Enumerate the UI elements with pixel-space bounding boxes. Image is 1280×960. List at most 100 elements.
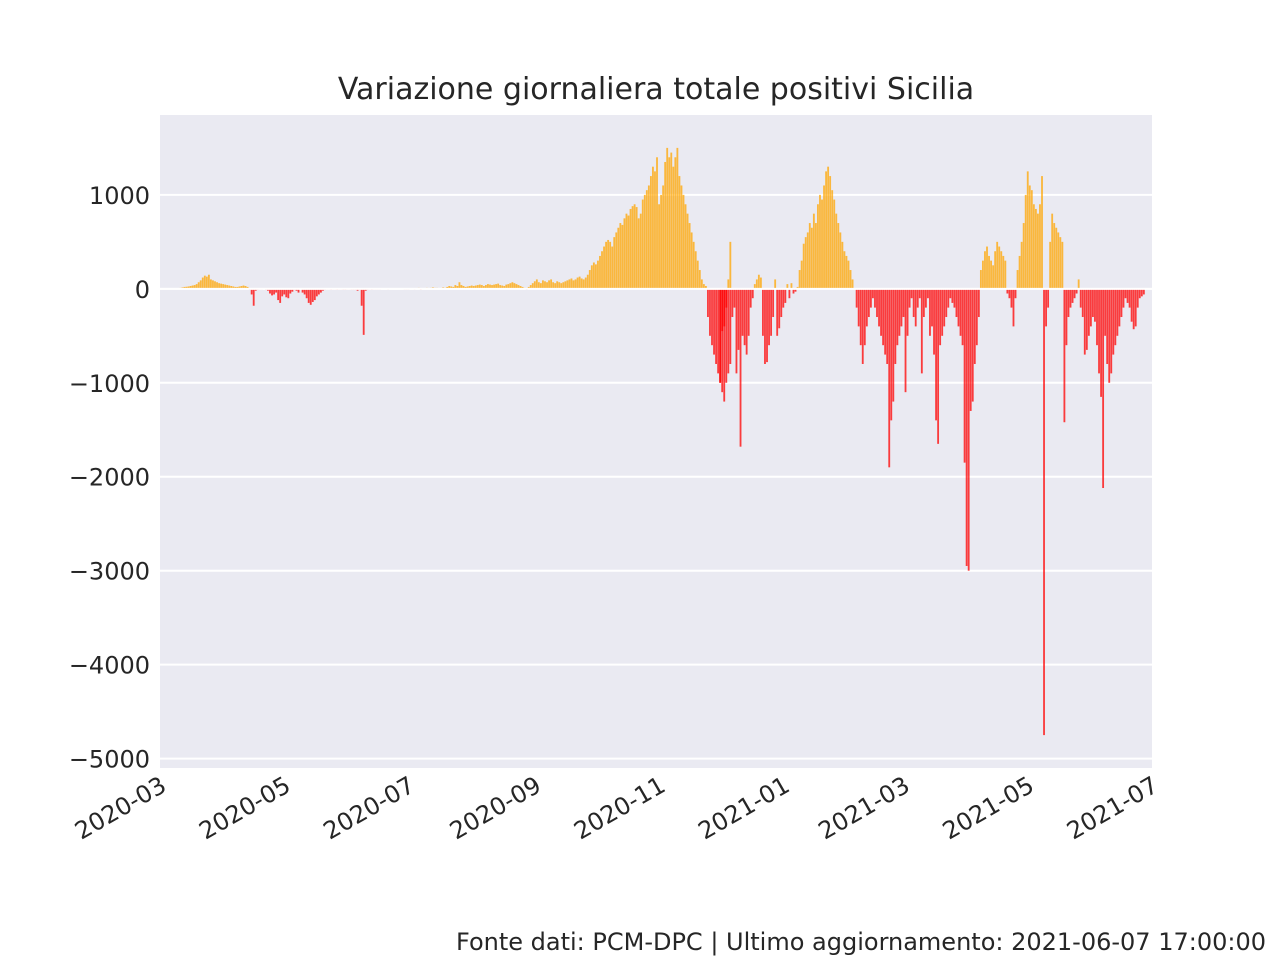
- bar: [739, 288, 742, 447]
- bar: [647, 185, 650, 289]
- bar: [916, 288, 919, 308]
- bar: [185, 286, 188, 289]
- bar: [283, 288, 286, 295]
- bar: [509, 283, 512, 289]
- bar: [1110, 288, 1113, 374]
- bar: [715, 288, 717, 364]
- bar: [592, 262, 595, 289]
- bar: [1026, 171, 1029, 289]
- bar: [601, 251, 603, 289]
- bar: [273, 288, 275, 295]
- bar: [1000, 251, 1003, 289]
- x-tick-label: 2021-07: [1062, 771, 1163, 845]
- bar: [906, 288, 909, 336]
- bar: [1034, 208, 1037, 289]
- bar: [1055, 227, 1058, 289]
- y-tick-label: −3000: [69, 558, 150, 586]
- bar: [825, 171, 827, 289]
- bar: [546, 282, 548, 289]
- bar: [762, 288, 764, 336]
- bar: [721, 288, 724, 393]
- bar: [929, 288, 931, 336]
- bar: [1128, 288, 1131, 308]
- bar: [550, 279, 553, 289]
- y-tick-label: 1000: [89, 182, 150, 210]
- bar: [849, 270, 852, 289]
- bar: [603, 246, 605, 289]
- bar: [1065, 288, 1068, 346]
- bar: [741, 288, 744, 336]
- bar: [641, 199, 644, 289]
- bar: [487, 284, 489, 289]
- bar: [790, 283, 793, 289]
- bar: [1092, 288, 1094, 318]
- bar: [515, 284, 518, 289]
- bar: [584, 277, 587, 289]
- bar: [1087, 288, 1090, 336]
- bar: [749, 288, 752, 308]
- bar: [837, 223, 840, 289]
- bar: [1140, 288, 1143, 297]
- bar: [747, 288, 750, 336]
- bar: [927, 288, 929, 299]
- bar: [470, 285, 473, 289]
- bar: [250, 288, 253, 295]
- bar: [199, 280, 202, 289]
- bar: [629, 208, 632, 289]
- bar: [717, 288, 720, 374]
- bar: [554, 283, 557, 289]
- y-tick-label: −2000: [69, 464, 150, 492]
- bar: [674, 157, 677, 289]
- bar: [252, 288, 255, 306]
- bar: [472, 286, 475, 289]
- bar: [859, 288, 862, 346]
- bar: [1120, 288, 1123, 318]
- bar: [910, 288, 913, 299]
- bar: [1014, 288, 1017, 299]
- bar: [961, 288, 964, 346]
- bar: [988, 255, 990, 289]
- bar: [1118, 288, 1121, 327]
- bar: [456, 286, 459, 289]
- bar: [733, 288, 736, 308]
- bar: [971, 288, 974, 402]
- bar: [729, 288, 732, 364]
- bar: [990, 260, 992, 289]
- bar: [937, 288, 940, 444]
- bar: [625, 213, 628, 289]
- y-tick-label: 0: [135, 276, 150, 304]
- bar: [226, 285, 229, 289]
- bar: [560, 283, 563, 289]
- bar: [845, 255, 848, 289]
- bar: [986, 246, 988, 289]
- bar: [959, 288, 962, 336]
- bar: [517, 285, 520, 289]
- y-tick-label: −4000: [69, 652, 150, 680]
- bar: [552, 282, 555, 289]
- bar: [770, 288, 772, 336]
- bar: [721, 288, 724, 332]
- bar: [900, 288, 903, 327]
- bar: [711, 288, 713, 346]
- bar: [501, 285, 504, 289]
- bar: [570, 278, 573, 289]
- bar: [619, 223, 622, 289]
- x-tick-label: 2020-07: [319, 771, 420, 845]
- bar: [955, 288, 958, 318]
- bar: [894, 288, 897, 364]
- bar: [867, 288, 870, 318]
- bar: [727, 279, 730, 289]
- bar: [519, 286, 522, 289]
- bar: [869, 288, 872, 308]
- bar: [1067, 288, 1070, 318]
- bar: [788, 288, 791, 299]
- bar: [507, 284, 510, 289]
- bar: [692, 241, 695, 289]
- bar: [1138, 288, 1141, 299]
- bar: [819, 194, 821, 289]
- bar: [1094, 288, 1096, 322]
- bar: [1047, 288, 1050, 308]
- bar: [924, 288, 927, 308]
- bar: [205, 276, 208, 289]
- bar: [1083, 288, 1086, 355]
